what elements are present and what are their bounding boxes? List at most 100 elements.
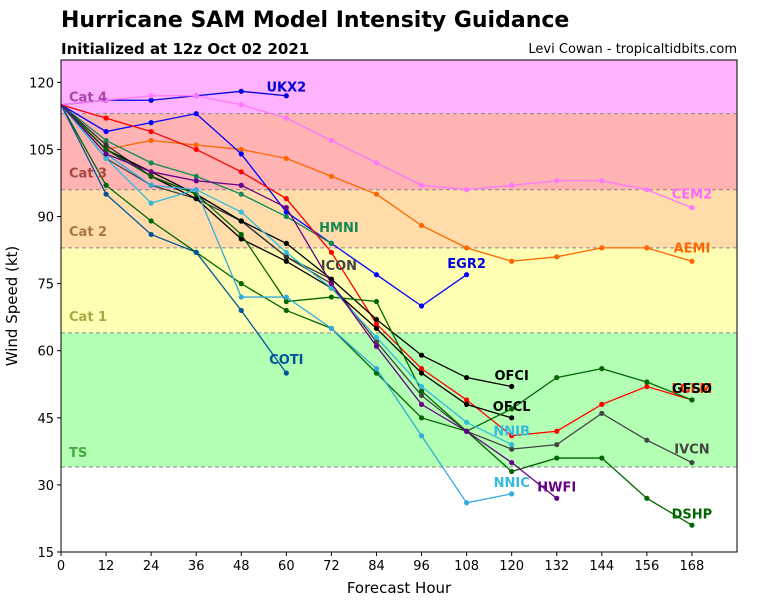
point-nnib [509,442,515,448]
point-ofcl [193,196,199,202]
point-lgem [328,249,334,255]
point-gfso [689,397,695,403]
point-nnic [464,500,470,506]
point-ivcn [599,410,605,416]
y-tick-label: 120 [29,76,54,91]
point-hmni [238,191,244,197]
point-aemi [193,142,199,148]
point-ofcl [464,401,470,407]
point-aemi [328,173,334,179]
point-hwfi [373,343,380,349]
point-cem2 [689,205,695,211]
point-cem2 [644,187,650,193]
point-lgem [283,196,289,202]
point-nnic [148,182,154,188]
point-ukx2 [148,97,154,103]
model-label-ofcl: OFCL [493,400,531,415]
point-nnib [418,383,425,390]
point-aemi [689,258,695,264]
point-aemi [509,258,515,264]
point-gfso [599,366,605,372]
series-hwfi [60,104,560,501]
y-tick-label: 75 [37,278,54,293]
chart-subtitle: Initialized at 12z Oct 02 2021 [61,40,310,58]
point-gfso [373,370,380,376]
point-cem2 [599,178,605,184]
point-icon [283,254,289,260]
point-cem2 [509,182,515,188]
band-cat-3 [61,113,737,190]
model-label-ukx2: UKX2 [266,80,306,95]
point-cem2 [148,93,154,99]
point-coti [283,370,289,376]
point-egr2 [193,111,199,117]
x-tick-label: 96 [413,559,430,574]
point-nnic [509,491,515,497]
y-tick-label: 45 [37,412,54,427]
x-axis-label: Forecast Hour [347,579,452,597]
point-hmni [328,240,334,246]
point-hwfi [418,401,425,407]
point-aemi [599,245,605,251]
y-axis-label: Wind Speed (kt) [3,246,21,367]
point-hwfi [509,459,515,466]
point-dshp [554,455,560,461]
category-label-cat-1: Cat 1 [69,310,107,325]
point-egr2 [418,303,425,309]
point-ofci [418,352,425,358]
point-egr2 [103,128,109,135]
point-egr2 [464,272,470,278]
point-lgem [464,397,470,403]
point-ofcl [238,236,244,242]
series-line-egr2 [60,104,467,307]
point-ofci [509,383,515,390]
point-hwfi [328,281,334,287]
model-label-egr2: EGR2 [447,257,486,272]
point-cem2 [554,178,560,184]
series-coti [60,104,289,376]
chart-credit: Levi Cowan - tropicaltidbits.com [528,42,737,57]
series-line-coti [60,104,287,374]
model-label-aemi: AEMI [674,241,711,256]
point-ofci [238,218,244,224]
band-ts [61,332,737,468]
point-nnib [328,285,334,291]
point-lgem [373,321,380,327]
category-bands [61,60,737,468]
point-dshp [103,146,109,153]
category-label-ts: TS [69,446,87,461]
point-ofci [283,240,289,246]
point-gfso [103,182,109,188]
model-label-gfso: GFSO [672,382,712,397]
y-tick-label: 90 [37,211,54,226]
point-hwfi [464,428,470,434]
series-cem2 [60,93,695,211]
point-ofcl [373,325,380,331]
model-label-lgem: LGEM [672,382,713,397]
point-dshp [418,388,425,394]
x-tick-label: 48 [233,559,250,574]
point-gfso [148,218,154,224]
model-label-nnib: NNIB [493,425,530,440]
x-tick-label: 108 [454,559,479,574]
point-aemi [554,254,560,260]
point-dshp [238,231,244,238]
point-dshp [599,455,605,461]
point-lgem [193,146,199,153]
series-hmni [60,104,334,246]
point-ukx2 [283,93,289,99]
point-dshp [283,298,289,305]
point-lgem [148,128,154,135]
point-lgem [418,366,425,372]
point-icon [103,142,109,148]
point-ofcl [418,370,425,376]
point-coti [103,191,109,197]
point-hwfi [193,178,199,184]
x-tick-label: 84 [368,559,385,574]
point-dshp [148,173,154,179]
point-gfso [238,281,244,287]
point-ivcn [689,459,695,466]
point-hwfi [554,495,560,501]
model-label-hmni: HMNI [319,221,359,236]
